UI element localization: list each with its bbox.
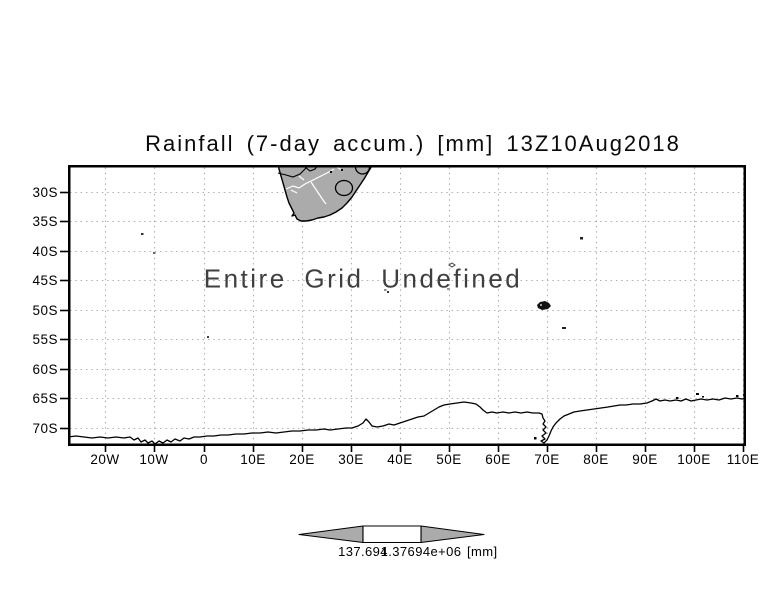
land-speck (330, 171, 332, 173)
lat-label: 70S (32, 421, 58, 436)
colorbar-max-label: 1.37694e+06 (380, 544, 462, 559)
lon-ticks (104, 445, 745, 452)
lon-label: 110E (726, 452, 760, 467)
map-frame (60, 165, 746, 452)
lon-label: 20W (90, 452, 120, 467)
colorbar-left-arrow (298, 525, 364, 544)
lat-label: 45S (32, 273, 58, 288)
lon-label: 0 (199, 452, 208, 467)
lon-label: 10E (240, 452, 266, 467)
colorbar-right-arrow (420, 525, 485, 544)
undefined-grid-message: Entire Grid Undefined (203, 263, 523, 294)
antarctica-coastline (69, 397, 745, 444)
lat-label: 50S (32, 303, 58, 318)
lat-label: 55S (32, 332, 58, 347)
lon-label: 60E (485, 452, 511, 467)
colorbar-units-label: [mm] (467, 544, 498, 559)
country-borders (277, 167, 318, 178)
lon-label: 20E (289, 452, 315, 467)
rivers (285, 167, 344, 205)
lesotho-border (334, 179, 354, 197)
colorbar-min-label: 137.694 (338, 544, 388, 559)
land-layer (69, 167, 745, 444)
lon-label: 70E (534, 452, 560, 467)
lon-label: 90E (632, 452, 658, 467)
swaziland-border (354, 167, 371, 175)
islands (141, 233, 745, 440)
plot-title: Rainfall (7-day accum.) [mm] 13Z10Aug201… (145, 131, 681, 156)
kerguelen-island (537, 301, 551, 310)
lat-label: 60S (32, 362, 58, 377)
lon-label: 100E (677, 452, 711, 467)
lon-label: 10W (139, 452, 169, 467)
colorbar-box (362, 525, 422, 544)
lat-ticks (60, 191, 68, 430)
lat-label: 65S (32, 391, 58, 406)
lon-label: 50E (436, 452, 462, 467)
lon-label: 30E (338, 452, 364, 467)
lon-label: 80E (583, 452, 609, 467)
lon-label: 40E (387, 452, 413, 467)
graticule-gridlines (70, 167, 745, 444)
south-africa-landmass (277, 167, 373, 222)
lat-label: 40S (32, 244, 58, 259)
colorbar (298, 525, 485, 544)
lat-label: 30S (32, 185, 58, 200)
lat-label: 35S (32, 214, 58, 229)
land-speck (341, 169, 343, 171)
